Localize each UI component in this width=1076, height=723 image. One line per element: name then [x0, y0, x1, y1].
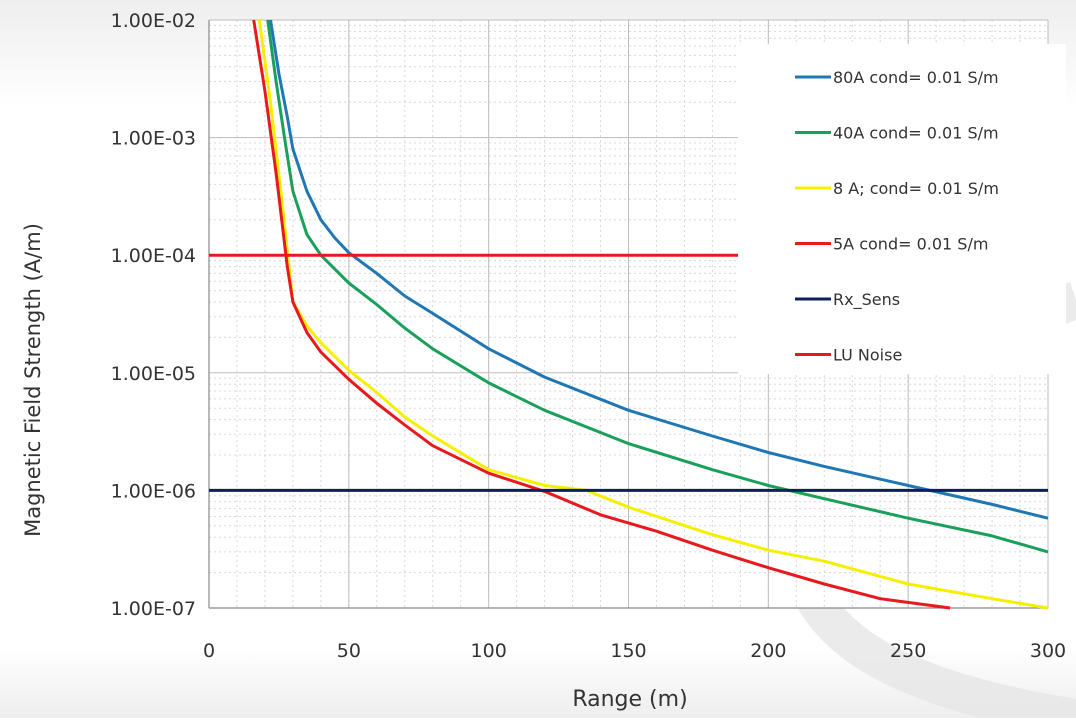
series-line-80a-cond-0-01-s-m: [269, 19, 1049, 520]
x-axis-label: Range (m): [572, 687, 687, 712]
x-tick-label: 0: [203, 640, 215, 662]
x-tick-label: 250: [890, 640, 926, 662]
y-tick-label: 1.00E-02: [111, 10, 196, 32]
legend-label: LU Noise: [833, 346, 902, 365]
series-line-5a-cond-0-01-s-m: [252, 19, 951, 610]
y-axis-label: Magnetic Field Strength (A/m): [21, 223, 45, 537]
legend-label: 40A cond= 0.01 S/m: [833, 124, 999, 143]
legend-label: 80A cond= 0.01 S/m: [833, 68, 999, 87]
series-line-40a-cond-0-01-s-m: [266, 19, 1049, 554]
legend-box: [738, 44, 1066, 374]
legend: 80A cond= 0.01 S/m 40A cond= 0.01 S/m 8 A;…: [738, 44, 1066, 374]
legend-label: 8 A; cond= 0.01 S/m: [833, 179, 999, 198]
x-tick-label: 300: [1030, 640, 1066, 662]
legend-label: Rx_Sens: [833, 290, 900, 310]
y-tick-label: 1.00E-07: [111, 598, 196, 620]
x-tick-label: 150: [610, 640, 646, 662]
axes: 0 50 100 150 200 250 300 1.00E-02 1.00E-03 1.00E-…: [111, 10, 1066, 662]
x-tick-label: 200: [750, 640, 786, 662]
y-tick-label: 1.00E-06: [111, 480, 196, 502]
x-tick-label: 50: [337, 640, 361, 662]
y-tick-label: 1.00E-05: [111, 363, 196, 385]
x-tick-label: 100: [471, 640, 507, 662]
y-tick-label: 1.00E-04: [111, 245, 196, 267]
legend-label: 5A cond= 0.01 S/m: [833, 235, 988, 254]
y-tick-label: 1.00E-03: [111, 128, 196, 150]
